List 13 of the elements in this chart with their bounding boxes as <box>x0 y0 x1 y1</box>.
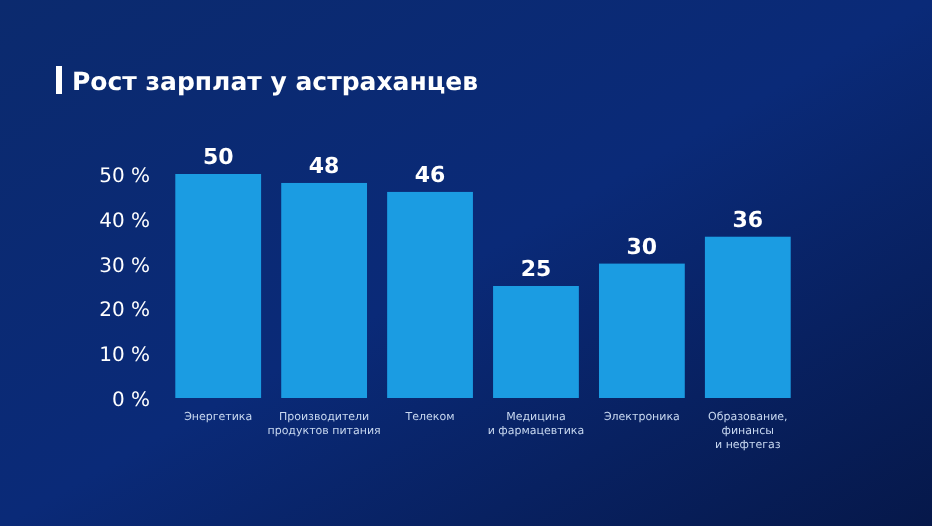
y-tick-label: 40 % <box>99 210 150 233</box>
data-label: 50 <box>202 144 235 170</box>
y-tick-label: 50 % <box>99 166 150 188</box>
y-tick-label: 10 % <box>99 345 150 368</box>
data-label: 48 <box>308 152 340 179</box>
data-label: 36 <box>732 206 764 233</box>
data-label: 46 <box>414 161 447 188</box>
data-label: 25 <box>520 256 552 282</box>
data-label: 30 <box>626 233 658 260</box>
y-tick-label: 20 % <box>99 300 150 323</box>
y-tick-label: 0 % <box>111 390 150 412</box>
y-tick-label: 30 % <box>99 255 150 278</box>
chart-title: Рост зарплат у астраханцев <box>72 66 479 96</box>
